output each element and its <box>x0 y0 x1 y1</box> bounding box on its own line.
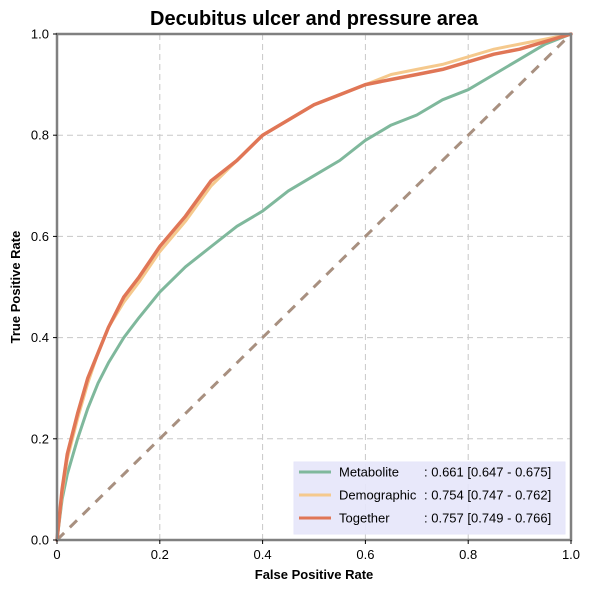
y-axis-label: True Positive Rate <box>8 231 23 344</box>
y-tick-label: 0.2 <box>31 431 49 446</box>
x-tick-label: 0.6 <box>356 547 374 562</box>
plot-frame <box>55 32 573 542</box>
x-tick-label: 0.8 <box>459 547 477 562</box>
y-tick-label: 0.8 <box>31 128 49 143</box>
legend-series-name: Demographic <box>339 488 417 503</box>
x-tick-label: 0 <box>53 547 60 562</box>
legend-auc-value: : 0.661 [0.647 - 0.675] <box>424 465 551 480</box>
x-axis-label: False Positive Rate <box>255 567 374 582</box>
reference-line <box>55 32 573 542</box>
series-line-metabolite <box>55 32 573 542</box>
legend-auc-value: : 0.757 [0.749 - 0.766] <box>424 511 551 526</box>
legend-auc-value: : 0.754 [0.747 - 0.762] <box>424 488 551 503</box>
legend-series-name: Metabolite <box>339 465 399 480</box>
legend-series-name: Together <box>339 511 390 526</box>
series-line-together <box>55 32 573 542</box>
reference-diagonal-line <box>55 32 573 542</box>
legend: Metabolite : 0.661 [0.647 - 0.675] Demogra… <box>293 461 566 535</box>
series-lines <box>55 32 573 542</box>
x-axis-ticks: 0 0.2 0.4 0.6 0.8 1.0 <box>53 540 580 562</box>
y-tick-label: 0.6 <box>31 229 49 244</box>
y-tick-label: 1.0 <box>31 27 49 42</box>
x-tick-label: 0.4 <box>254 547 272 562</box>
chart-title: Decubitus ulcer and pressure area <box>150 8 479 30</box>
x-tick-label: 1.0 <box>562 547 580 562</box>
legend-box <box>293 461 566 535</box>
y-tick-label: 0.4 <box>31 330 49 345</box>
y-tick-label: 0.0 <box>31 533 49 548</box>
grid-lines <box>57 34 571 540</box>
y-axis-ticks: 0.0 0.2 0.4 0.6 0.8 1.0 <box>31 27 57 548</box>
x-tick-label: 0.2 <box>151 547 169 562</box>
